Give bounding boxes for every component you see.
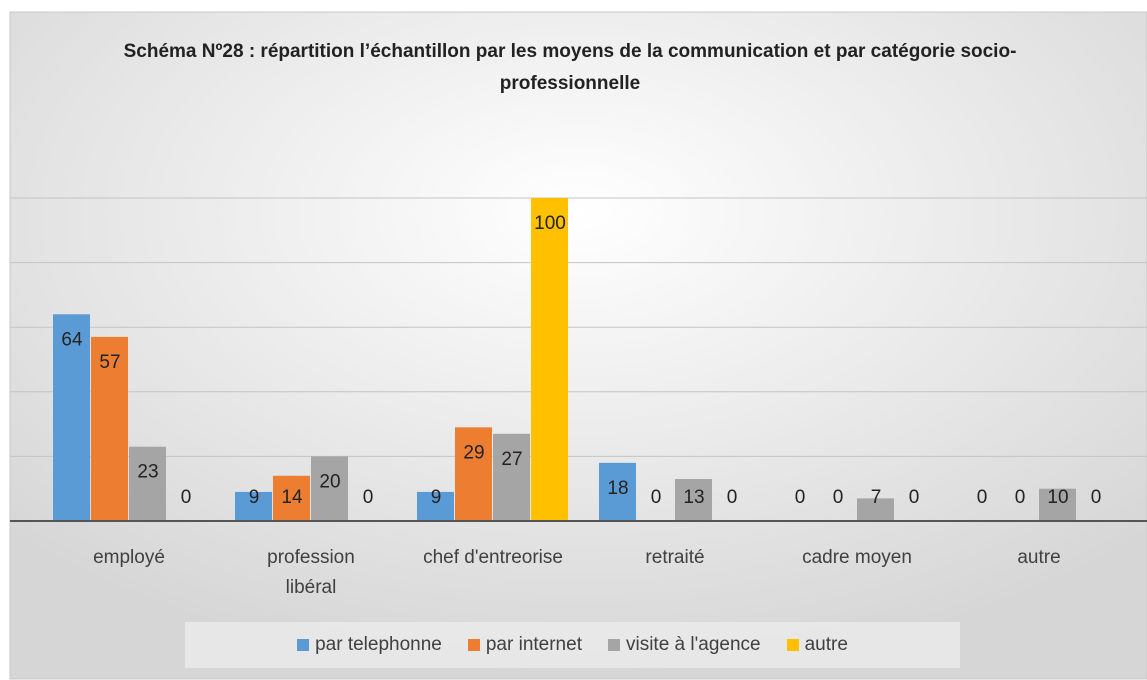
bar [1039, 488, 1076, 521]
data-label: 27 [501, 449, 522, 470]
data-label: 0 [909, 487, 920, 508]
data-label: 14 [281, 487, 303, 508]
legend-item: par telephonne [297, 634, 442, 656]
legend-item: par internet [467, 634, 582, 656]
bar [857, 498, 894, 521]
data-label: 0 [833, 487, 844, 508]
data-label: 23 [137, 462, 158, 483]
legend-swatch [467, 639, 480, 651]
data-label: 9 [249, 487, 260, 508]
bar [531, 198, 568, 521]
legend-swatch [297, 639, 310, 651]
x-tick-label: autre [1017, 547, 1061, 568]
legend-label: autre [804, 634, 848, 655]
legend-item: visite à l'agence [607, 634, 761, 656]
data-label: 0 [1091, 487, 1102, 508]
bar [493, 433, 530, 521]
bar [455, 427, 492, 521]
bar [599, 462, 636, 521]
data-label: 0 [795, 487, 806, 508]
legend-label: visite à l'agence [625, 634, 761, 655]
x-tick-label: retraité [645, 547, 705, 568]
bar [235, 491, 272, 521]
bar [129, 446, 166, 521]
bar [675, 479, 712, 521]
bar [91, 336, 128, 521]
data-label: 0 [651, 487, 662, 508]
legend-item: autre [786, 634, 848, 656]
legend-label: par internet [485, 634, 582, 655]
data-label: 0 [363, 487, 374, 508]
data-label: 64 [61, 329, 83, 350]
data-label: 7 [871, 487, 882, 508]
data-label: 0 [977, 487, 988, 508]
data-label: 29 [463, 442, 484, 463]
data-label: 18 [607, 478, 628, 499]
x-tick-label: employé [93, 547, 165, 568]
data-label: 57 [99, 352, 120, 373]
data-label: 10 [1047, 487, 1068, 508]
legend-swatch [607, 639, 620, 651]
legend: par telephonne par internet visite à l'age… [185, 622, 960, 668]
x-tick-label: cadre moyen [802, 547, 912, 568]
chart-title: Schéma Nº28 : répartition l’échantillon … [123, 41, 1017, 94]
x-tick-label: chef d'entreorise [423, 547, 563, 568]
legend-swatch [786, 639, 799, 651]
legend-label: par telephonne [315, 634, 442, 655]
data-label: 100 [534, 213, 566, 234]
x-tick-label: profession libéral [267, 547, 355, 598]
bar [311, 456, 348, 521]
data-label: 20 [319, 471, 340, 492]
data-label: 0 [1015, 487, 1026, 508]
bar [53, 314, 90, 521]
bar [417, 491, 454, 521]
bar [273, 475, 310, 521]
data-label: 9 [431, 487, 442, 508]
data-label: 0 [181, 487, 192, 508]
chart-background [9, 11, 1147, 680]
data-label: 0 [727, 487, 738, 508]
data-label: 13 [683, 487, 704, 508]
